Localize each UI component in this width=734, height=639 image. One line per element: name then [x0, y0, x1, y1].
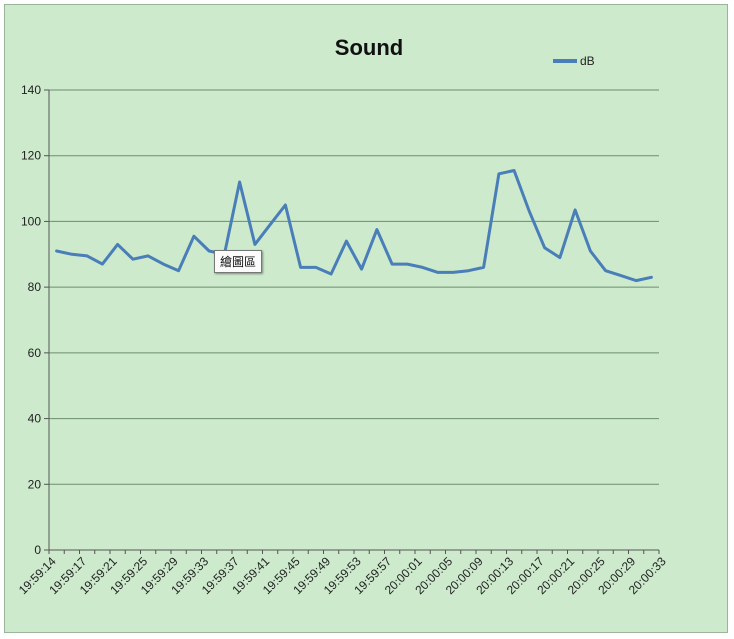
series-line-dB: [55, 169, 653, 283]
chart-title: Sound: [335, 35, 403, 60]
chart-svg: 02040608010012014019:59:1419:59:1719:59:…: [16, 35, 669, 597]
y-tick-label: 60: [28, 346, 42, 360]
tooltip: 繪圖區: [214, 250, 263, 273]
legend[interactable]: dB: [553, 54, 595, 68]
y-tick-label: 120: [21, 149, 41, 163]
y-tick-label: 40: [28, 412, 42, 426]
y-tick-label: 0: [34, 543, 41, 557]
y-tick-label: 20: [28, 477, 42, 491]
chart-area: 0 20 40 60 80 100 120 140 19:59:14 19:59:17 19:59:…: [4, 4, 728, 633]
y-tick-label: 100: [21, 214, 41, 228]
y-tick-label: 80: [28, 280, 42, 294]
y-tick-label: 140: [21, 83, 41, 97]
legend-label: dB: [580, 54, 595, 68]
